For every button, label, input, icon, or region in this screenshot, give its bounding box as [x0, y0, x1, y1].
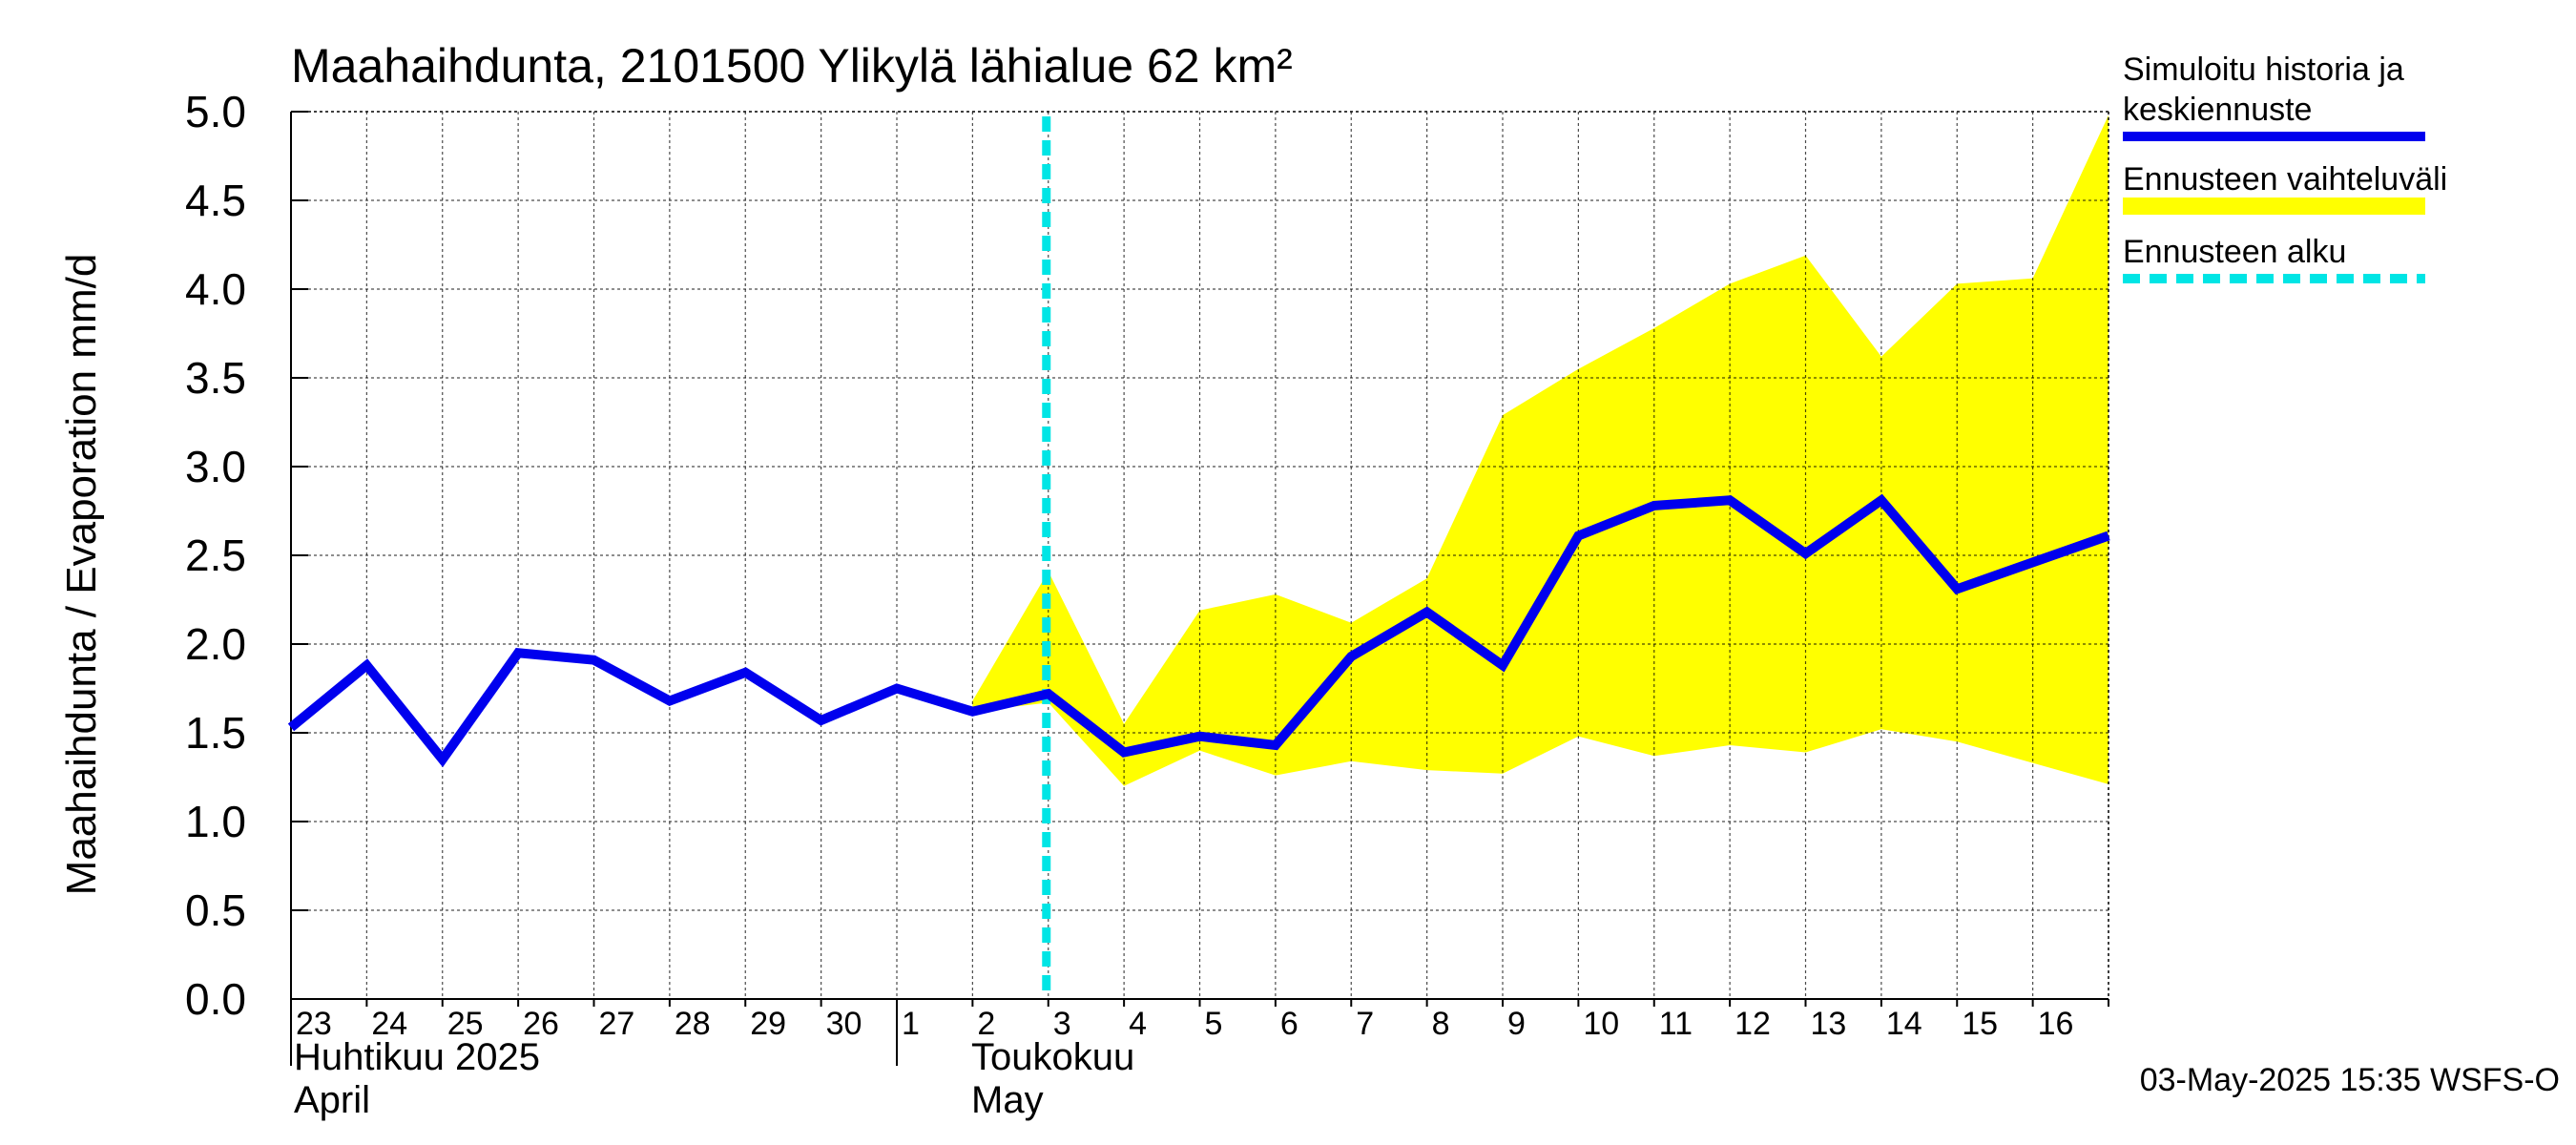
- x-tick-label: 26: [523, 1006, 559, 1042]
- y-tick-label: 3.5: [185, 353, 246, 403]
- y-tick-label: 4.0: [185, 264, 246, 314]
- chart-title: Maahaihdunta, 2101500 Ylikylä lähialue 6…: [291, 39, 1293, 93]
- y-axis-label: Maahaihdunta / Evaporation mm/d: [58, 254, 105, 896]
- x-tick-label: 30: [826, 1006, 862, 1042]
- footer-timestamp: 03-May-2025 15:35 WSFS-O: [2140, 1062, 2560, 1098]
- forecast-range-band: [972, 114, 2109, 786]
- x-tick-label: 9: [1507, 1006, 1526, 1042]
- x-tick-label: 6: [1280, 1006, 1298, 1042]
- x-tick-label: 8: [1432, 1006, 1450, 1042]
- month-label-april-fi: Huhtikuu 2025: [294, 1036, 540, 1078]
- legend-forecast-start-label: Ennusteen alku: [2123, 234, 2346, 270]
- x-tick-label: 5: [1205, 1006, 1223, 1042]
- y-tick-label: 4.5: [185, 176, 246, 225]
- y-tick-label: 2.0: [185, 619, 246, 669]
- x-tick-label: 3: [1053, 1006, 1071, 1042]
- x-tick-label: 24: [371, 1006, 407, 1042]
- x-tick-label: 10: [1583, 1006, 1619, 1042]
- x-tick-label: 16: [2038, 1006, 2074, 1042]
- history-line: [287, 493, 2110, 768]
- x-tick-label: 23: [296, 1006, 332, 1042]
- x-tick-label: 7: [1356, 1006, 1374, 1042]
- y-tick-label: 0.0: [185, 974, 246, 1024]
- month-label-may-fi: Toukokuu: [971, 1036, 1134, 1078]
- y-tick-label: 5.0: [185, 87, 246, 136]
- y-tick-label: 0.5: [185, 885, 246, 935]
- x-tick-label: 25: [447, 1006, 484, 1042]
- y-tick-label: 1.0: [185, 797, 246, 846]
- y-tick-label: 1.5: [185, 708, 246, 758]
- range-band-area: [972, 114, 2109, 786]
- x-tick-label: 2: [977, 1006, 995, 1042]
- x-tick-label: 27: [599, 1006, 635, 1042]
- x-tick-label: 11: [1659, 1006, 1693, 1042]
- x-tick-label: 4: [1129, 1006, 1147, 1042]
- y-axis: 0.0 0.5 1.0 1.5 2.0 2.5 3.0 3.5 4.0 4.5 5.0: [185, 87, 308, 1024]
- legend: Simuloitu historia ja keskiennuste Ennus…: [2123, 52, 2447, 283]
- x-tick-label: 13: [1811, 1006, 1847, 1042]
- x-tick-label: 28: [675, 1006, 711, 1042]
- legend-range-label: Ennusteen vaihteluväli: [2123, 161, 2447, 198]
- x-axis: 23 24 25 26 27 28 29 30 1 2 3 4 5 6 7 8 9 10 11 12 13 14 15 16: [290, 999, 2109, 1066]
- x-tick-label: 29: [750, 1006, 786, 1042]
- y-tick-label: 2.5: [185, 531, 246, 580]
- month-label-april-en: April: [294, 1079, 370, 1121]
- x-tick-label: 15: [1962, 1006, 1998, 1042]
- month-label-may-en: May: [971, 1079, 1044, 1121]
- y-tick-label: 3.0: [185, 442, 246, 491]
- history-series-line: [287, 493, 2110, 768]
- month-labels: Huhtikuu 2025 April Toukokuu May: [294, 1036, 1134, 1121]
- legend-history-label-line2: keskiennuste: [2123, 92, 2312, 128]
- x-tick-label: 12: [1735, 1006, 1771, 1042]
- legend-history-label-line1: Simuloitu historia ja: [2123, 52, 2404, 88]
- x-tick-label: 1: [902, 1006, 920, 1042]
- x-tick-label: 14: [1886, 1006, 1922, 1042]
